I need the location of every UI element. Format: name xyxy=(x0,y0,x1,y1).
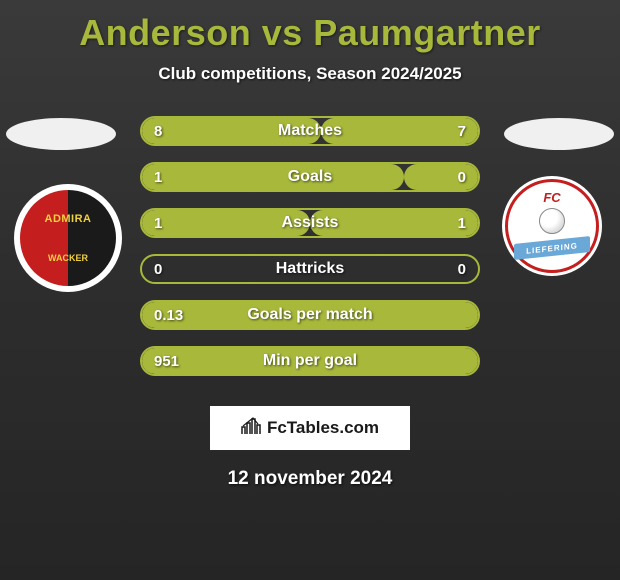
stat-value-right: 1 xyxy=(458,215,466,232)
stat-row: 1Assists1 xyxy=(140,208,480,238)
right-team-badge: FC LIEFERING xyxy=(502,176,602,276)
stat-label: Min per goal xyxy=(142,352,478,370)
stat-value-right: 0 xyxy=(458,169,466,186)
stat-bars: 8Matches71Goals01Assists10Hattricks00.13… xyxy=(140,116,480,392)
subtitle: Club competitions, Season 2024/2025 xyxy=(0,64,620,84)
comparison-panel: ADMIRA WACKER FC LIEFERING 8Matches71Goa… xyxy=(0,116,620,396)
stat-label: Goals xyxy=(142,168,478,186)
stat-row: 951Min per goal xyxy=(140,346,480,376)
stat-row: 0Hattricks0 xyxy=(140,254,480,284)
stat-label: Assists xyxy=(142,214,478,232)
stat-row: 0.13Goals per match xyxy=(140,300,480,330)
watermark-text: FcTables.com xyxy=(267,418,379,438)
stat-row: 1Goals0 xyxy=(140,162,480,192)
stat-value-right: 7 xyxy=(458,123,466,140)
left-team-badge: ADMIRA WACKER xyxy=(14,184,122,292)
left-team-badge-label: ADMIRA WACKER xyxy=(20,190,116,286)
date-label: 12 november 2024 xyxy=(0,468,620,490)
right-team-badge-label: FC LIEFERING xyxy=(505,179,599,273)
stat-row: 8Matches7 xyxy=(140,116,480,146)
stat-value-right: 0 xyxy=(458,261,466,278)
right-ellipse xyxy=(504,118,614,150)
chart-icon xyxy=(241,417,261,440)
stat-label: Goals per match xyxy=(142,306,478,324)
watermark: FcTables.com xyxy=(210,406,410,450)
stat-label: Hattricks xyxy=(142,260,478,278)
stat-label: Matches xyxy=(142,122,478,140)
left-ellipse xyxy=(6,118,116,150)
page-title: Anderson vs Paumgartner xyxy=(0,0,620,54)
